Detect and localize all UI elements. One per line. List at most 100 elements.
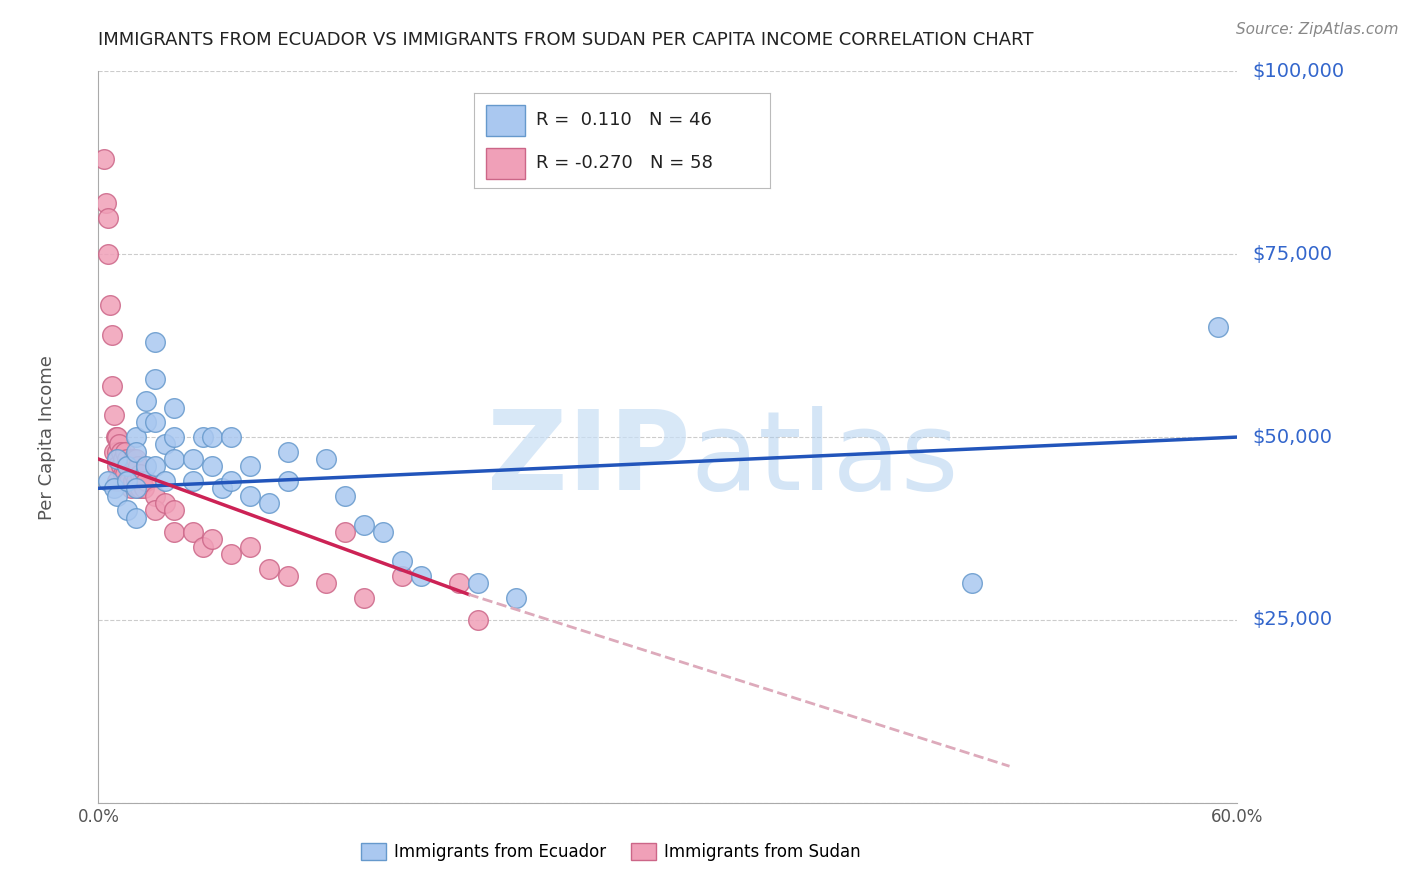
Point [221, 547, 243, 561]
Point [163, 503, 186, 517]
Point [145, 334, 167, 349]
Point [183, 525, 205, 540]
Point [449, 576, 471, 591]
Point [259, 496, 281, 510]
Point [335, 525, 357, 540]
Point [97, 211, 120, 225]
Point [107, 444, 129, 458]
Point [125, 481, 148, 495]
Text: atlas: atlas [690, 406, 959, 513]
Text: $100,000: $100,000 [1253, 62, 1344, 81]
Point [145, 371, 167, 385]
Point [115, 503, 138, 517]
Point [127, 459, 149, 474]
Point [391, 569, 413, 583]
Text: IMMIGRANTS FROM ECUADOR VS IMMIGRANTS FROM SUDAN PER CAPITA INCOME CORRELATION C: IMMIGRANTS FROM ECUADOR VS IMMIGRANTS FR… [98, 31, 1033, 49]
Point [145, 489, 167, 503]
Point [153, 474, 176, 488]
Point [120, 481, 142, 495]
Point [121, 452, 143, 467]
Point [239, 489, 262, 503]
Point [315, 576, 337, 591]
Point [107, 459, 129, 474]
Point [125, 444, 148, 458]
Point [239, 459, 262, 474]
Point [115, 459, 138, 474]
Text: Per Capita Income: Per Capita Income [38, 355, 56, 519]
Point [335, 489, 357, 503]
Point [107, 452, 129, 467]
Text: ZIP: ZIP [488, 406, 690, 513]
Point [371, 525, 394, 540]
Point [107, 474, 129, 488]
Point [103, 481, 125, 495]
Point [259, 562, 281, 576]
Point [221, 474, 243, 488]
Point [239, 540, 262, 554]
Text: $25,000: $25,000 [1253, 610, 1333, 630]
Point [118, 474, 141, 488]
Point [353, 591, 375, 605]
Point [124, 467, 146, 481]
Point [115, 474, 138, 488]
Point [163, 401, 186, 415]
Point [191, 430, 214, 444]
Point [103, 408, 125, 422]
Point [132, 481, 155, 495]
Point [353, 517, 375, 532]
Point [411, 569, 433, 583]
Point [125, 510, 148, 524]
Point [110, 444, 132, 458]
Point [118, 459, 141, 474]
Point [108, 437, 131, 451]
Point [163, 525, 186, 540]
Point [183, 452, 205, 467]
Point [315, 452, 337, 467]
Point [153, 437, 176, 451]
Point [100, 379, 122, 393]
Point [1208, 320, 1230, 334]
Point [125, 474, 148, 488]
Point [125, 452, 148, 467]
Text: Source: ZipAtlas.com: Source: ZipAtlas.com [1236, 22, 1399, 37]
Point [114, 444, 136, 458]
Point [104, 430, 127, 444]
Point [135, 416, 157, 430]
Point [153, 496, 176, 510]
Point [93, 152, 115, 166]
Point [277, 444, 299, 458]
Point [163, 430, 186, 444]
Point [107, 452, 129, 467]
Text: $75,000: $75,000 [1253, 244, 1333, 264]
Point [97, 247, 120, 261]
Point [277, 474, 299, 488]
Point [960, 576, 983, 591]
Point [145, 459, 167, 474]
Point [120, 459, 142, 474]
Point [183, 474, 205, 488]
Point [107, 430, 129, 444]
Point [277, 569, 299, 583]
Point [125, 430, 148, 444]
Point [145, 503, 167, 517]
Point [201, 459, 224, 474]
Point [112, 452, 135, 467]
Point [112, 467, 135, 481]
Point [163, 452, 186, 467]
Point [391, 554, 413, 568]
Point [94, 196, 117, 211]
Text: $50,000: $50,000 [1253, 427, 1333, 447]
Point [221, 430, 243, 444]
Point [505, 591, 527, 605]
Point [114, 467, 136, 481]
Point [467, 613, 489, 627]
Point [129, 467, 152, 481]
Point [103, 444, 125, 458]
Point [135, 474, 157, 488]
Point [191, 540, 214, 554]
Point [129, 481, 152, 495]
Point [107, 489, 129, 503]
Point [121, 474, 143, 488]
Point [115, 474, 138, 488]
Point [98, 298, 121, 312]
